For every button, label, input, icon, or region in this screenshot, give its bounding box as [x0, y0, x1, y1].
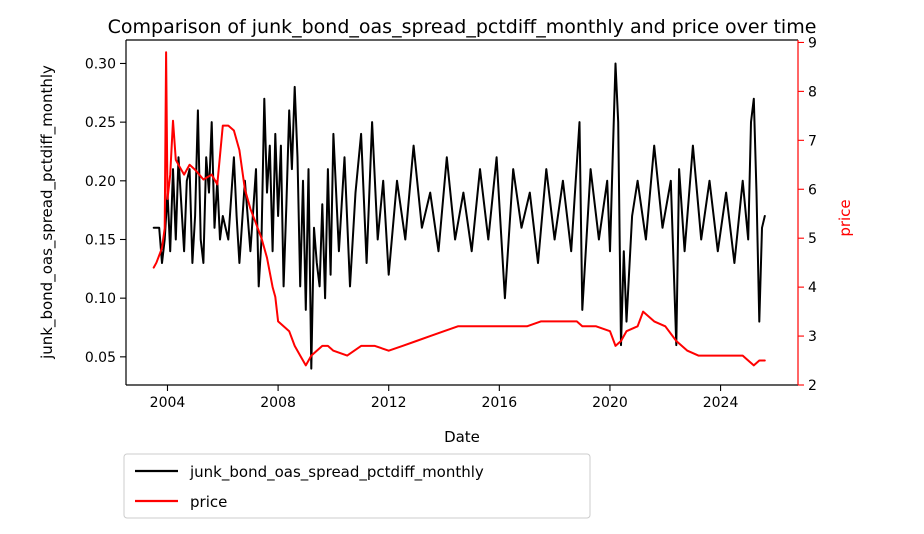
x-tick-label: 2020 — [592, 395, 628, 411]
right-y-axis-ticks: 2 3 4 5 6 7 8 9 — [798, 35, 817, 394]
series-layer — [152, 51, 766, 370]
x-tick-label: 2024 — [703, 395, 739, 411]
right-y-axis-label: price — [836, 199, 854, 236]
right-y-tick-label: 2 — [808, 378, 817, 394]
left-y-tick-label: 0.05 — [85, 350, 116, 366]
left-y-tick-label: 0.25 — [85, 115, 116, 131]
chart-title: Comparison of junk_bond_oas_spread_pctdi… — [108, 16, 817, 38]
right-y-tick-label: 3 — [808, 329, 817, 345]
legend-box — [123, 453, 591, 519]
left-y-tick-label: 0.30 — [85, 56, 116, 72]
x-tick-label: 2012 — [371, 395, 407, 411]
x-tick-label: 2004 — [150, 395, 186, 411]
plot-area — [125, 39, 799, 386]
x-tick-label: 2016 — [482, 395, 518, 411]
price-series-line — [152, 51, 766, 367]
right-y-tick-label: 5 — [808, 231, 817, 247]
spread-series-line — [152, 62, 766, 370]
x-axis-ticks: 2004 2008 2012 2016 2020 2024 — [150, 385, 739, 411]
legend-label-price: price — [190, 493, 227, 511]
left-y-tick-label: 0.10 — [85, 291, 116, 307]
x-tick-label: 2008 — [260, 395, 296, 411]
left-y-tick-label: 0.15 — [85, 232, 116, 248]
right-y-tick-label: 7 — [808, 133, 817, 149]
left-y-tick-label: 0.20 — [85, 174, 116, 190]
right-y-tick-label: 9 — [808, 35, 817, 51]
left-y-axis-label: junk_bond_oas_spread_pctdiff_monthly — [38, 65, 57, 360]
left-y-axis-ticks: 0.05 0.10 0.15 0.20 0.25 0.30 — [85, 56, 126, 366]
legend-label-spread: junk_bond_oas_spread_pctdiff_monthly — [189, 463, 484, 482]
right-y-tick-label: 6 — [808, 182, 817, 198]
right-y-tick-label: 8 — [808, 84, 817, 100]
right-y-tick-label: 4 — [808, 280, 817, 296]
legend: junk_bond_oas_spread_pctdiff_monthly pri… — [123, 453, 591, 519]
x-axis-label: Date — [444, 428, 480, 446]
